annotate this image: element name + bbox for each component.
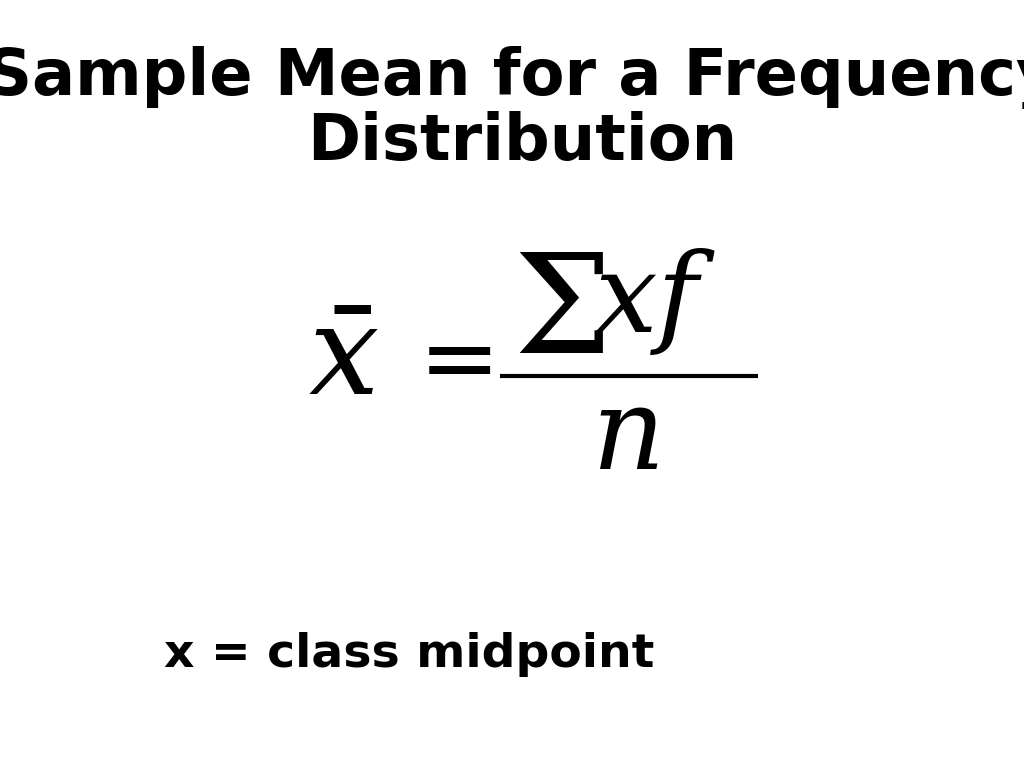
- Text: Distribution: Distribution: [307, 111, 737, 174]
- Text: $xf$: $xf$: [594, 246, 717, 356]
- Text: Sample Mean for a Frequency: Sample Mean for a Frequency: [0, 46, 1024, 109]
- Text: $=$: $=$: [399, 316, 492, 409]
- Text: $\bar{x}$: $\bar{x}$: [307, 300, 379, 422]
- Text: x = class midpoint: x = class midpoint: [165, 632, 654, 677]
- Text: $n$: $n$: [591, 382, 658, 493]
- Text: $\Sigma$: $\Sigma$: [513, 247, 603, 382]
